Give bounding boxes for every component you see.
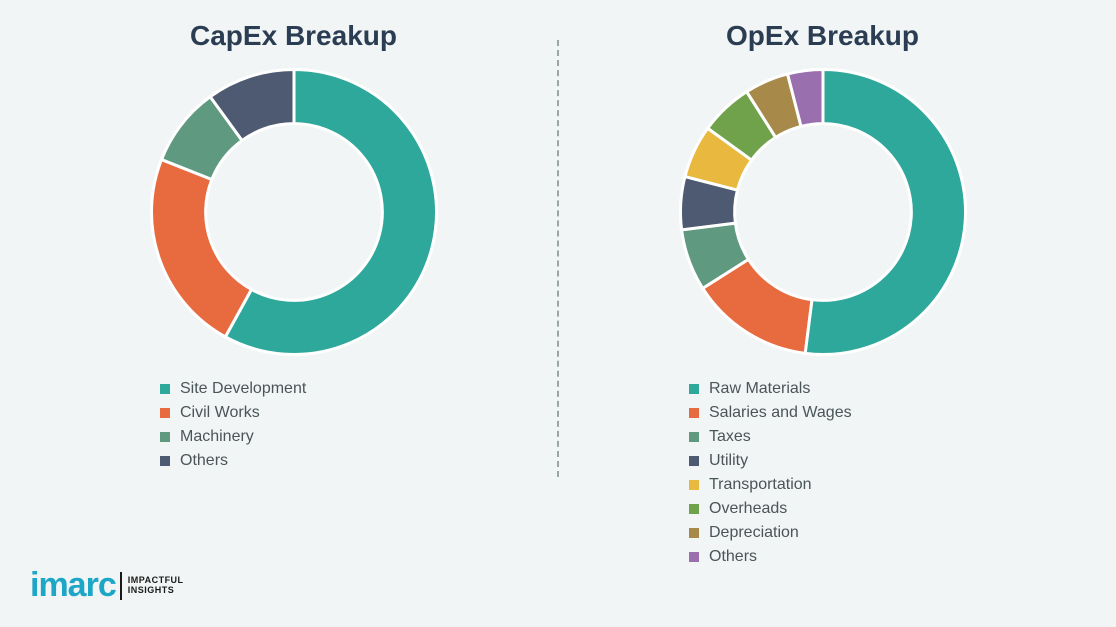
opex-legend-swatch-4 [689, 480, 699, 490]
logo-tag-line1: IMPACTFUL [128, 575, 184, 585]
opex-legend-label-4: Transportation [709, 476, 812, 494]
opex-legend-label-7: Others [709, 548, 757, 566]
logo-mark: imarc [30, 566, 116, 605]
capex-slice-1 [151, 160, 251, 337]
chart-container: CapEx Breakup Site Development Civil Work… [0, 0, 1116, 627]
capex-legend-swatch-2 [160, 432, 170, 442]
logo-divider [120, 572, 122, 600]
capex-donut [144, 62, 444, 362]
opex-legend-label-6: Depreciation [709, 524, 799, 542]
opex-legend-swatch-7 [689, 552, 699, 562]
logo-tag-line2: INSIGHTS [128, 585, 175, 595]
opex-legend-label-2: Taxes [709, 428, 751, 446]
opex-legend-item-7: Others [689, 548, 852, 566]
capex-legend-item-1: Civil Works [160, 404, 306, 422]
capex-legend-item-3: Others [160, 452, 306, 470]
logo-tagline: IMPACTFUL INSIGHTS [128, 576, 184, 596]
opex-legend-swatch-5 [689, 504, 699, 514]
capex-legend-label-1: Civil Works [180, 404, 260, 422]
capex-legend-swatch-1 [160, 408, 170, 418]
opex-legend-label-5: Overheads [709, 500, 787, 518]
opex-title: OpEx Breakup [726, 20, 919, 52]
capex-legend: Site Development Civil Works Machinery Othe… [160, 380, 306, 476]
opex-legend-label-1: Salaries and Wages [709, 404, 852, 422]
opex-legend-swatch-3 [689, 456, 699, 466]
opex-legend-item-5: Overheads [689, 500, 852, 518]
opex-legend-item-0: Raw Materials [689, 380, 852, 398]
opex-legend-label-3: Utility [709, 452, 748, 470]
capex-legend-label-3: Others [180, 452, 228, 470]
capex-legend-label-2: Machinery [180, 428, 254, 446]
opex-donut [673, 62, 973, 362]
capex-legend-item-0: Site Development [160, 380, 306, 398]
opex-legend-item-6: Depreciation [689, 524, 852, 542]
capex-legend-item-2: Machinery [160, 428, 306, 446]
opex-legend-swatch-2 [689, 432, 699, 442]
opex-legend-swatch-1 [689, 408, 699, 418]
capex-legend-swatch-3 [160, 456, 170, 466]
opex-legend-swatch-0 [689, 384, 699, 394]
opex-legend-item-2: Taxes [689, 428, 852, 446]
brand-logo: imarc IMPACTFUL INSIGHTS [30, 566, 184, 605]
capex-legend-swatch-0 [160, 384, 170, 394]
capex-title: CapEx Breakup [190, 20, 397, 52]
opex-panel: OpEx Breakup Raw Materials Salaries and W… [559, 20, 1086, 557]
opex-legend-item-4: Transportation [689, 476, 852, 494]
opex-legend-item-1: Salaries and Wages [689, 404, 852, 422]
opex-legend-item-3: Utility [689, 452, 852, 470]
capex-panel: CapEx Breakup Site Development Civil Work… [30, 20, 557, 557]
opex-legend-label-0: Raw Materials [709, 380, 810, 398]
capex-legend-label-0: Site Development [180, 380, 306, 398]
opex-legend-swatch-6 [689, 528, 699, 538]
opex-slice-0 [805, 70, 965, 355]
opex-legend: Raw Materials Salaries and Wages Taxes Util… [689, 380, 852, 572]
